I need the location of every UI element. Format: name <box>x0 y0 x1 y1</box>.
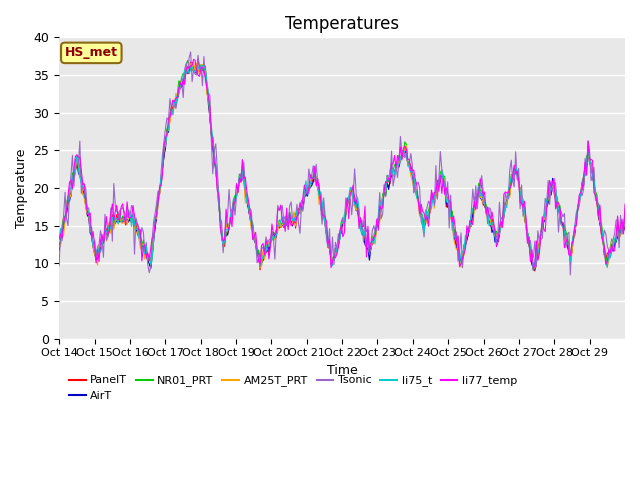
AM25T_PRT <box>546 194 554 200</box>
NR01_PRT <box>74 156 82 161</box>
NR01_PRT <box>620 224 627 229</box>
AM25T_PRT <box>55 244 63 250</box>
NR01_PRT <box>621 220 629 226</box>
Line: PanelT: PanelT <box>59 59 625 271</box>
AM25T_PRT <box>621 220 629 226</box>
li77_temp <box>92 260 100 266</box>
Tsonic <box>92 252 100 258</box>
Line: AM25T_PRT: AM25T_PRT <box>59 62 625 270</box>
Legend: PanelT, AirT, NR01_PRT, AM25T_PRT, Tsonic, li75_t, li77_temp: PanelT, AirT, NR01_PRT, AM25T_PRT, Tsoni… <box>65 371 522 406</box>
li75_t <box>198 62 206 68</box>
Line: NR01_PRT: NR01_PRT <box>59 60 625 268</box>
AirT <box>74 170 82 176</box>
PanelT <box>348 185 355 191</box>
li75_t <box>74 166 82 172</box>
NR01_PRT <box>460 241 468 247</box>
PanelT <box>620 224 627 229</box>
AM25T_PRT <box>529 267 537 273</box>
li77_temp <box>348 189 355 194</box>
AM25T_PRT <box>92 256 100 262</box>
li75_t <box>92 248 100 253</box>
PanelT <box>546 189 554 194</box>
Line: Tsonic: Tsonic <box>59 52 625 275</box>
AirT <box>55 248 63 254</box>
Y-axis label: Temperature: Temperature <box>15 148 28 228</box>
Tsonic <box>545 178 552 183</box>
AirT <box>92 257 100 263</box>
li77_temp <box>460 251 468 257</box>
li77_temp <box>546 178 554 183</box>
AirT <box>348 191 355 196</box>
AM25T_PRT <box>620 226 627 232</box>
li77_temp <box>74 154 82 160</box>
Tsonic <box>348 212 355 218</box>
li77_temp <box>189 57 197 62</box>
AM25T_PRT <box>460 252 468 258</box>
li75_t <box>460 248 468 253</box>
li77_temp <box>529 266 537 272</box>
NR01_PRT <box>92 251 100 256</box>
PanelT <box>460 249 468 254</box>
AM25T_PRT <box>189 59 197 65</box>
PanelT <box>55 247 63 252</box>
li77_temp <box>621 201 629 207</box>
li75_t <box>55 236 63 242</box>
Line: li75_t: li75_t <box>59 65 625 270</box>
li75_t <box>348 187 355 193</box>
Tsonic <box>620 224 627 230</box>
PanelT <box>92 250 100 256</box>
NR01_PRT <box>531 265 539 271</box>
PanelT <box>531 268 539 274</box>
AirT <box>529 267 537 273</box>
Title: Temperatures: Temperatures <box>285 15 399 33</box>
AirT <box>189 63 197 69</box>
AM25T_PRT <box>74 161 82 167</box>
AirT <box>621 224 629 229</box>
li75_t <box>546 188 554 193</box>
Tsonic <box>460 243 468 249</box>
Tsonic <box>187 49 195 55</box>
AirT <box>460 249 468 255</box>
Tsonic <box>74 162 82 168</box>
li77_temp <box>620 231 627 237</box>
Text: HS_met: HS_met <box>65 47 118 60</box>
Tsonic <box>621 210 629 216</box>
NR01_PRT <box>55 245 63 251</box>
PanelT <box>621 211 629 217</box>
Tsonic <box>566 272 574 278</box>
AirT <box>546 189 554 195</box>
X-axis label: Time: Time <box>326 364 358 377</box>
NR01_PRT <box>348 189 355 194</box>
PanelT <box>74 160 82 166</box>
li77_temp <box>55 236 63 242</box>
NR01_PRT <box>184 58 191 63</box>
NR01_PRT <box>546 187 554 192</box>
Line: AirT: AirT <box>59 66 625 270</box>
AirT <box>620 228 627 234</box>
Line: li77_temp: li77_temp <box>59 60 625 269</box>
Tsonic <box>55 263 63 269</box>
PanelT <box>194 56 202 62</box>
li75_t <box>620 221 627 227</box>
li75_t <box>621 221 629 227</box>
li75_t <box>529 267 537 273</box>
AM25T_PRT <box>348 185 355 191</box>
